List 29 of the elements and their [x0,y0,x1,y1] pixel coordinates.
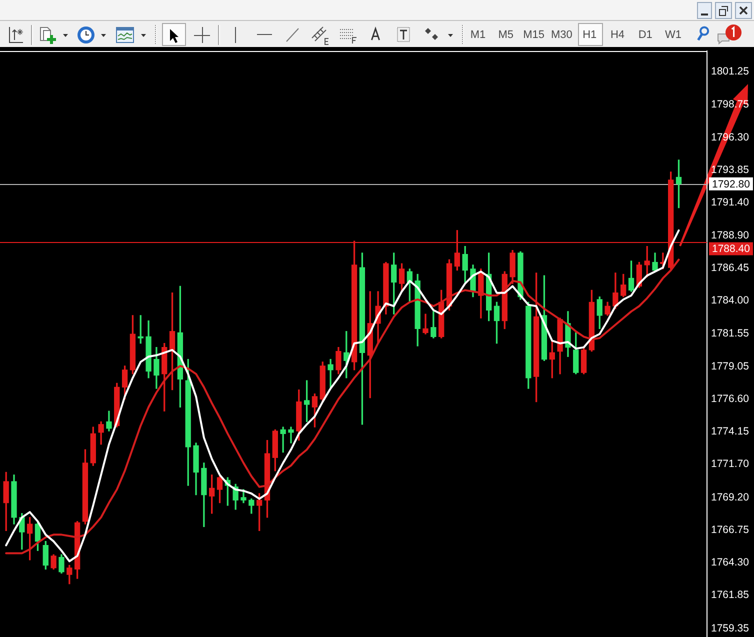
y-tick-label: 1786.45 [711,262,750,274]
ref-line-label: 1792.80 [712,178,750,190]
y-tick-label: 1764.30 [711,556,750,568]
y-tick-label: 1784.00 [711,294,750,307]
y-tick-label: 1779.05 [711,360,750,372]
candlestick [288,426,294,444]
y-tick-label: 1781.55 [711,327,750,340]
text: H4 [610,28,625,42]
y-tick-label: 1801.25 [711,65,750,78]
y-tick-label: 1791.40 [711,196,750,208]
ref-line-label: 1788.40 [712,243,750,256]
text: H1 [582,28,597,42]
y-tick-label: 1788.90 [711,230,750,242]
text: M15 [523,28,544,42]
candlestick [280,426,286,453]
text: D1 [638,28,652,42]
y-tick-label: 1769.20 [711,491,750,504]
text: M1 [470,28,486,42]
y-tick-label: 1761.85 [711,589,750,602]
text: W1 [665,28,682,42]
candlestick [422,314,428,334]
y-tick-label: 1776.60 [711,393,750,406]
y-tick-label: 1771.70 [711,458,750,470]
candlestick [328,358,334,388]
y-tick-label: 1774.15 [711,426,750,438]
text: M30 [550,28,572,42]
y-tick-label: 1766.75 [711,524,750,536]
text: M5 [498,28,514,42]
y-tick-label: 1759.35 [711,622,750,634]
